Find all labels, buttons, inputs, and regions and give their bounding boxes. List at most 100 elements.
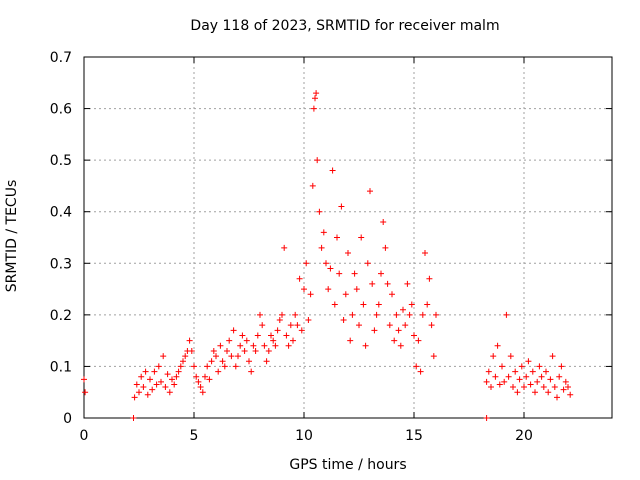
data-point <box>241 347 248 354</box>
data-point <box>246 358 252 365</box>
data-point <box>351 270 358 277</box>
data-point <box>164 371 171 378</box>
y-tick-label: 0 <box>63 411 72 427</box>
data-point <box>499 363 505 370</box>
data-point <box>230 327 237 334</box>
x-tick-label: 0 <box>80 428 89 444</box>
data-point <box>395 327 402 334</box>
data-point <box>543 368 549 375</box>
data-point <box>358 234 365 241</box>
data-point <box>219 358 226 365</box>
data-point <box>532 389 538 396</box>
plot-frame <box>83 56 613 419</box>
data-point <box>310 105 317 112</box>
data-point <box>305 317 312 324</box>
data-point <box>380 219 387 226</box>
data-point <box>224 347 230 354</box>
data-point <box>560 386 567 393</box>
data-point <box>490 353 497 360</box>
data-point <box>268 332 274 339</box>
data-point <box>417 368 424 375</box>
data-point <box>494 342 501 349</box>
data-point <box>545 389 552 396</box>
data-point <box>144 391 151 398</box>
data-point <box>171 381 178 388</box>
data-point <box>248 368 255 375</box>
data-point <box>270 337 277 344</box>
data-point <box>272 342 279 349</box>
data-point <box>226 337 233 344</box>
data-point <box>483 415 490 421</box>
data-point <box>516 376 523 383</box>
data-point <box>199 389 206 396</box>
data-point <box>318 244 325 251</box>
y-tick-label: 0.1 <box>50 359 72 375</box>
data-point <box>503 311 510 318</box>
data-point <box>237 342 244 349</box>
data-point <box>364 260 371 267</box>
data-point <box>131 394 138 401</box>
data-point <box>356 322 362 329</box>
data-point <box>213 353 219 360</box>
x-tick-label: 20 <box>515 428 533 444</box>
data-point <box>393 311 400 318</box>
data-point <box>173 373 180 380</box>
data-point <box>208 358 215 365</box>
data-point <box>336 270 343 277</box>
data-point <box>303 260 310 267</box>
data-point <box>501 378 508 385</box>
grid-lines <box>84 57 612 418</box>
data-point <box>82 389 89 396</box>
data-point <box>287 322 294 329</box>
data-point <box>369 280 376 287</box>
data-point <box>347 337 354 344</box>
data-point <box>334 234 340 241</box>
data-point <box>554 394 560 401</box>
data-point <box>191 363 197 370</box>
data-point <box>510 384 516 391</box>
data-point <box>169 376 175 383</box>
data-point <box>158 378 164 385</box>
data-point <box>556 373 563 380</box>
data-point <box>307 291 314 298</box>
y-tick-label: 0.7 <box>50 50 72 66</box>
data-point <box>430 353 437 360</box>
data-point <box>411 332 417 339</box>
data-point <box>551 384 558 391</box>
data-point <box>147 376 153 383</box>
data-point <box>188 347 195 354</box>
y-tick-label: 0.6 <box>50 102 72 118</box>
y-tick-label: 0.3 <box>50 256 72 272</box>
data-point <box>182 353 189 360</box>
data-point <box>397 342 404 349</box>
data-point <box>177 363 184 370</box>
data-point <box>314 157 321 164</box>
data-point <box>518 363 525 370</box>
data-point <box>529 368 536 375</box>
data-point <box>371 327 378 334</box>
axis-ticks: 0 5 10 15 20 0 0.1 0.2 0.3 0.4 0.5 0.6 0.7 <box>50 50 612 444</box>
data-point <box>162 384 169 391</box>
data-point <box>296 275 303 282</box>
x-tick-label: 10 <box>295 428 313 444</box>
data-point <box>281 244 288 251</box>
data-point <box>349 311 356 318</box>
data-point <box>507 353 514 360</box>
data-point <box>340 317 347 324</box>
data-point <box>400 306 406 313</box>
data-point <box>424 301 431 308</box>
data-point <box>325 286 332 293</box>
data-point <box>523 373 530 380</box>
data-point <box>422 249 428 256</box>
data-point <box>483 378 490 385</box>
data-point <box>138 373 145 380</box>
data-points <box>81 90 574 421</box>
data-point <box>130 415 137 421</box>
data-point <box>540 384 547 391</box>
data-point <box>386 322 393 329</box>
y-axis-label: SRMTID / TECUs <box>4 179 20 293</box>
data-point <box>210 347 217 354</box>
data-point <box>279 311 285 318</box>
data-point <box>382 244 389 251</box>
